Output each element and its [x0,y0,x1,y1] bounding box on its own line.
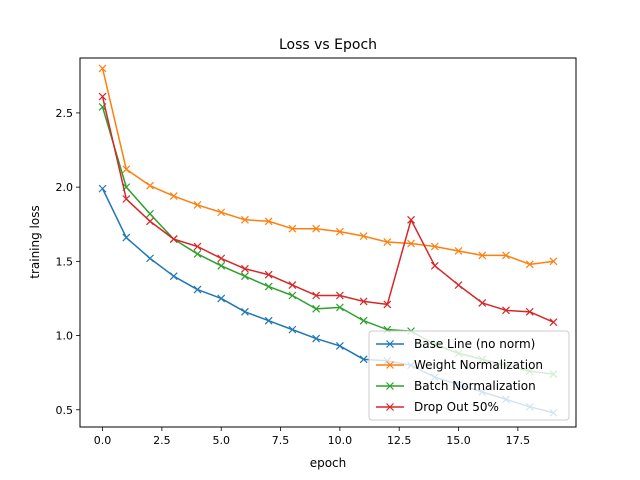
x-tick-label: 2.5 [153,434,171,447]
legend-item: Batch Normalization [376,379,536,393]
data-point [407,239,415,248]
data-point [288,325,297,334]
chart-title: Loss vs Epoch [279,37,377,53]
y-axis-ticks: 0.5 1.0 1.5 2.0 2.5 [56,107,80,417]
x-axis-ticks: 0.0 2.5 5.0 7.5 10.0 12.5 15.0 17.5 [94,427,530,447]
legend-marker [386,361,394,369]
series-2 [98,64,558,269]
x-tick-label: 12.5 [387,434,412,447]
data-point [335,227,344,236]
data-point [264,316,273,325]
data-point [525,260,534,269]
data-point [217,254,226,263]
legend-marker [386,382,394,390]
x-tick-label: 5.0 [212,434,230,447]
data-point [430,261,439,270]
data-point [98,92,107,101]
data-point [217,294,226,303]
legend-label: Drop Out 50% [414,400,499,414]
data-point [359,316,368,325]
data-point [193,285,202,294]
data-point [478,298,487,307]
x-tick-label: 15.0 [446,434,471,447]
x-tick-label: 17.5 [506,434,531,447]
series-4 [98,92,558,327]
legend-item: Weight Normalization [376,358,543,372]
data-point [122,195,131,203]
data-point [241,307,249,316]
legend-label: Batch Normalization [414,379,536,393]
y-tick-label: 2.5 [56,107,74,120]
data-point [241,215,249,224]
data-point [454,281,463,290]
data-point [312,291,321,300]
data-point [193,201,202,209]
data-point [146,181,154,190]
y-tick-label: 2.0 [56,181,74,194]
legend-label: Base Line (no norm) [414,337,535,351]
y-tick-label: 1.0 [56,330,74,343]
data-point [122,233,131,242]
legend: Base Line (no norm) Weight Normalization B… [368,330,570,421]
legend-label: Weight Normalization [414,358,543,372]
legend-marker [386,340,394,348]
data-point [288,291,297,300]
data-point [146,217,154,226]
data-point [264,217,273,226]
data-point [217,208,226,217]
data-point [312,224,321,233]
x-axis-label: epoch [310,456,347,470]
series-line [101,68,554,266]
data-point [98,184,107,193]
data-point [359,232,368,241]
legend-box [368,330,570,421]
x-tick-label: 10.0 [328,434,353,447]
data-point [193,242,202,251]
data-point [146,254,154,263]
data-point [264,282,273,291]
data-point [502,306,510,315]
y-tick-label: 0.5 [56,404,74,417]
data-point [335,291,344,300]
legend-item: Drop Out 50% [376,400,499,414]
data-point [407,215,415,224]
data-point [502,251,510,260]
data-point [383,300,392,309]
data-point [549,318,558,327]
data-point [122,165,131,174]
data-point [98,64,107,73]
data-point [549,257,558,266]
data-point [241,272,249,281]
data-point [383,238,392,246]
data-point [525,307,534,316]
legend-marker [386,403,394,411]
data-point [217,261,226,270]
legend-item: Base Line (no norm) [376,337,535,351]
data-point [169,235,178,244]
data-point [359,355,368,364]
x-tick-label: 7.5 [272,434,290,447]
data-point [335,342,344,350]
data-point [288,281,297,290]
y-axis-label: training loss [28,205,42,278]
data-point [241,264,249,273]
data-point [312,334,321,343]
data-point [264,270,273,279]
data-point [430,242,439,251]
data-point [335,303,344,312]
data-point [193,250,202,258]
data-point [169,272,178,281]
y-tick-label: 1.5 [56,255,74,268]
plot-frame [79,57,577,428]
data-point [146,209,154,218]
data-point [169,192,178,200]
data-point [288,224,297,233]
x-tick-label: 0.0 [94,434,112,447]
data-point [312,304,321,313]
data-point [478,251,487,260]
series-line [101,96,554,323]
data-point [454,247,463,255]
data-point [359,297,368,306]
